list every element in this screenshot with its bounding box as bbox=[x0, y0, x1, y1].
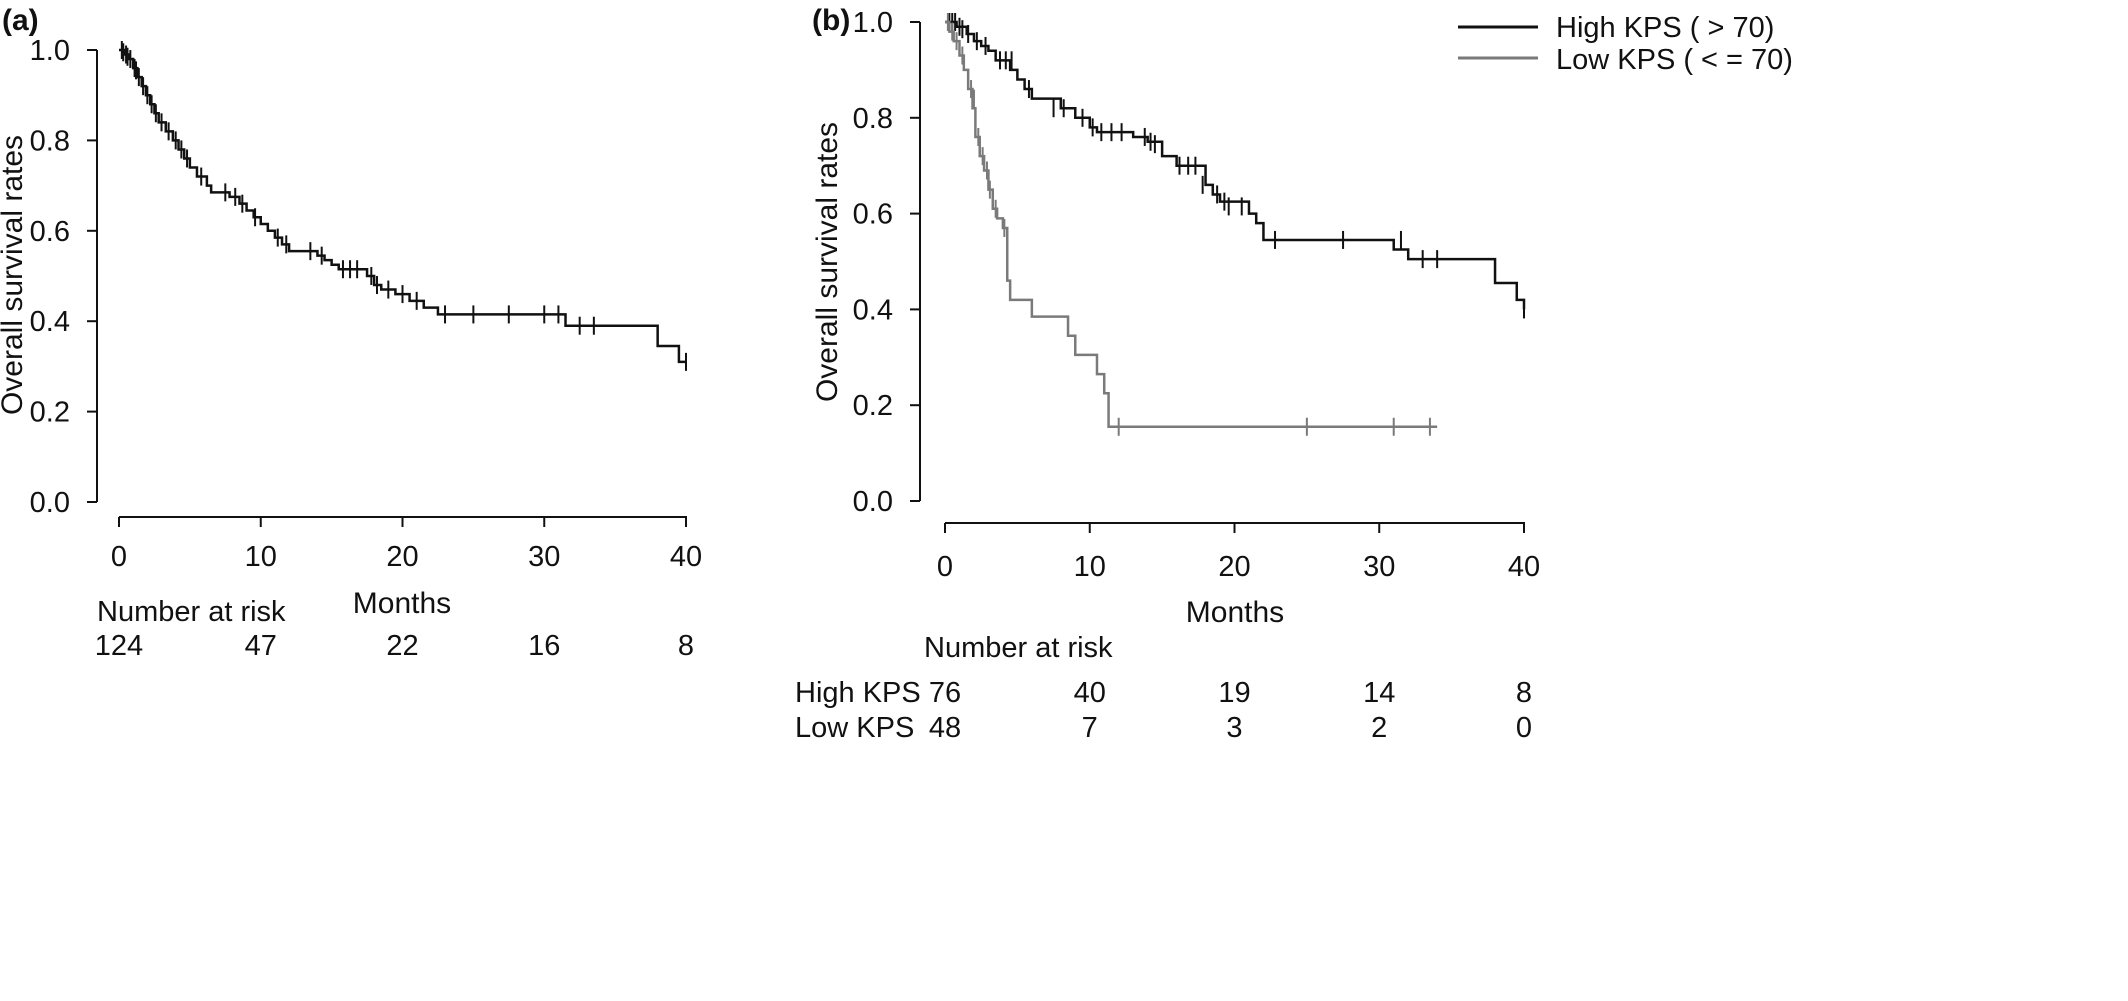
panel-a-risk-rows: 124 47 22 16 8 bbox=[95, 630, 694, 662]
y-tick-label: 0.2 bbox=[853, 390, 893, 422]
x-tick-label: 0 bbox=[937, 551, 953, 583]
y-tick-label: 0.6 bbox=[30, 216, 70, 248]
panel-b-y-axis-title: Overall survival rates bbox=[811, 122, 844, 402]
panel-b-y-axis: 0.0 0.2 0.4 0.6 0.8 1.0 bbox=[853, 7, 921, 518]
risk-row-label: Low KPS bbox=[795, 712, 914, 744]
risk-count: 14 bbox=[1363, 677, 1395, 709]
y-tick-label: 0.8 bbox=[30, 125, 70, 157]
survival-curve-1 bbox=[945, 20, 1438, 429]
x-tick-label: 20 bbox=[1218, 551, 1250, 583]
panel-b-y-ticks: 0.0 0.2 0.4 0.6 0.8 1.0 bbox=[853, 7, 920, 518]
x-tick-label: 20 bbox=[386, 541, 418, 573]
risk-count: 124 bbox=[95, 630, 143, 662]
risk-count: 7 bbox=[1082, 712, 1098, 744]
panel-b-risk-rows: High KPS 76 40 19 14 8 Low KPS 48 7 3 2 0 bbox=[795, 677, 1532, 744]
panel-b-x-axis: 0 10 20 30 40 bbox=[937, 522, 1540, 583]
y-tick-label: 1.0 bbox=[853, 7, 893, 39]
panel-b-x-axis-title: Months bbox=[1186, 596, 1284, 629]
panel-a-x-ticks: 0 10 20 30 40 bbox=[111, 517, 702, 573]
panel-a-y-axis: 0.0 0.2 0.4 0.6 0.8 1.0 bbox=[30, 35, 98, 519]
y-tick-label: 0.4 bbox=[30, 306, 70, 338]
y-tick-label: 0.8 bbox=[853, 103, 893, 135]
risk-count: 76 bbox=[929, 677, 961, 709]
panel-a-plot-area bbox=[119, 41, 687, 371]
risk-count: 48 bbox=[929, 712, 961, 744]
risk-count: 16 bbox=[528, 630, 560, 662]
x-tick-label: 40 bbox=[670, 541, 702, 573]
y-tick-label: 0.0 bbox=[853, 486, 893, 518]
panel-a-risk-table: Number at risk 124 47 22 16 8 bbox=[95, 596, 694, 662]
panel-a-y-axis-title: Overall survival rates bbox=[0, 135, 29, 415]
risk-count: 2 bbox=[1371, 712, 1387, 744]
legend-item-low-kps: Low KPS ( < = 70) bbox=[1458, 44, 1793, 76]
x-tick-label: 10 bbox=[245, 541, 277, 573]
panel-a-x-axis-title: Months bbox=[353, 587, 451, 620]
risk-count: 3 bbox=[1226, 712, 1242, 744]
y-tick-label: 0.0 bbox=[30, 487, 70, 519]
survival-curve-0 bbox=[945, 20, 1526, 310]
panel-b-legend: High KPS ( > 70) Low KPS ( < = 70) bbox=[1458, 12, 1793, 76]
panel-a-risk-header: Number at risk bbox=[97, 596, 286, 628]
risk-count: 40 bbox=[1074, 677, 1106, 709]
y-tick-label: 0.6 bbox=[853, 199, 893, 231]
panel-b-x-ticks: 0 10 20 30 40 bbox=[937, 523, 1540, 583]
y-tick-label: 0.4 bbox=[853, 294, 893, 326]
panel-a-y-ticks: 0.0 0.2 0.4 0.6 0.8 1.0 bbox=[30, 35, 97, 519]
y-tick-label: 0.2 bbox=[30, 397, 70, 429]
legend-item-high-kps: High KPS ( > 70) bbox=[1458, 12, 1774, 44]
legend-label-high-kps: High KPS ( > 70) bbox=[1556, 12, 1774, 44]
survival-curve-0 bbox=[119, 48, 686, 364]
risk-count: 19 bbox=[1218, 677, 1250, 709]
panel-b-risk-table: Number at risk High KPS 76 40 19 14 8 Low KPS 4… bbox=[795, 632, 1532, 744]
x-tick-label: 0 bbox=[111, 541, 127, 573]
risk-count: 0 bbox=[1516, 712, 1532, 744]
panel-a-x-axis: 0 10 20 30 40 bbox=[111, 516, 702, 573]
risk-row-label: High KPS bbox=[795, 677, 921, 709]
panel-a: (a) 0.0 0.2 0.4 0.6 0.8 1.0 Overall survival … bbox=[0, 4, 702, 662]
x-tick-label: 30 bbox=[528, 541, 560, 573]
panel-b-risk-header: Number at risk bbox=[924, 632, 1113, 664]
risk-count: 8 bbox=[678, 630, 694, 662]
panel-b-plot-area bbox=[945, 13, 1526, 436]
x-tick-label: 10 bbox=[1074, 551, 1106, 583]
risk-count: 22 bbox=[386, 630, 418, 662]
y-tick-label: 1.0 bbox=[30, 35, 70, 67]
panel-b: (b) 0.0 0.2 0.4 0.6 0.8 1.0 Overall survival … bbox=[795, 4, 1793, 744]
x-tick-label: 30 bbox=[1363, 551, 1395, 583]
panel-b-label: (b) bbox=[812, 4, 850, 37]
x-tick-label: 40 bbox=[1508, 551, 1540, 583]
legend-label-low-kps: Low KPS ( < = 70) bbox=[1556, 44, 1793, 76]
panel-a-label: (a) bbox=[2, 4, 39, 37]
risk-count: 47 bbox=[245, 630, 277, 662]
risk-count: 8 bbox=[1516, 677, 1532, 709]
